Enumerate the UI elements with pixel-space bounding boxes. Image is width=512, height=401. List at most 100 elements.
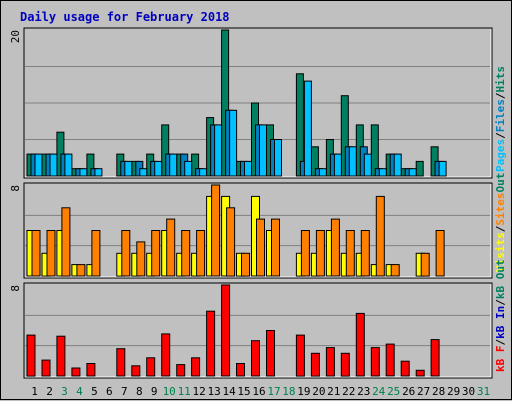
bar-sites-day-8 <box>136 241 146 277</box>
bar-kb-f-day-11 <box>176 364 186 377</box>
panel-visits_sites: 8 Visits/SitesOut <box>9 173 507 279</box>
panel-kbytes: 8kB F/kB In/kB Out <box>9 259 507 379</box>
x-tick-label: 11 <box>178 385 191 398</box>
bar-kb-f-day-21 <box>325 347 335 377</box>
x-tick-label: 15 <box>237 385 250 398</box>
x-tick-label: 5 <box>91 385 98 398</box>
x-tick-label: 4 <box>76 385 83 398</box>
y-max-label: 8 <box>9 185 22 192</box>
x-tick-label: 19 <box>297 385 310 398</box>
legend-part: kB Out <box>494 259 507 299</box>
bar-pages-day-14 <box>229 109 238 177</box>
bar-kb-f-day-14 <box>221 284 231 377</box>
bar-sites-day-10 <box>166 218 176 277</box>
x-tick-label: 1 <box>31 385 38 398</box>
x-tick-label: 6 <box>106 385 113 398</box>
bar-pages-day-15 <box>244 160 252 177</box>
bar-pages-day-5 <box>94 168 103 177</box>
x-tick-label: 29 <box>447 385 460 398</box>
x-axis-labels: 1 2 3 4 5 6 7 8 9 10 11 12 13 14 15 16 17 18 19 20 21 22 23 24 2… <box>31 385 490 398</box>
bar-pages-day-11 <box>184 160 193 177</box>
x-tick-label: 24 <box>372 385 386 398</box>
x-tick-label: 30 <box>462 385 475 398</box>
x-tick-label: 25 <box>387 385 400 398</box>
x-tick-label: 26 <box>402 385 415 398</box>
bar-pages-day-12 <box>199 168 208 177</box>
bar-kb-f-day-8 <box>131 365 141 377</box>
bar-hits-day-19 <box>295 73 304 177</box>
bar-kb-f-day-1 <box>26 334 36 377</box>
bar-kb-f-day-12 <box>191 357 201 377</box>
legend-part: / <box>494 92 507 99</box>
bar-kb-f-day-10 <box>161 333 171 377</box>
bar-sites-day-4 <box>76 264 86 277</box>
x-tick-label: 3 <box>61 385 68 398</box>
x-tick-label: 21 <box>327 385 340 398</box>
bar-kb-f-day-24 <box>370 347 380 377</box>
legend-part: Files <box>494 99 507 132</box>
bar-sites-day-23 <box>360 230 370 277</box>
x-tick-label: 16 <box>252 385 265 398</box>
bar-kb-f-day-13 <box>206 310 216 377</box>
bar-pages-day-9 <box>154 160 163 177</box>
bar-pages-day-1 <box>34 153 43 177</box>
bar-pages-day-24 <box>378 168 387 177</box>
legend-part: Visits <box>494 232 507 272</box>
series-legend-label: Pages/Files/Hits <box>494 66 507 172</box>
bar-sites-day-22 <box>345 230 355 277</box>
bar-kb-f-day-19 <box>295 334 305 377</box>
bar-sites-day-17 <box>271 218 280 277</box>
x-tick-label: 7 <box>121 385 128 398</box>
bar-pages-day-22 <box>348 146 357 177</box>
bar-sites-day-24 <box>375 195 385 277</box>
bar-sites-day-25 <box>390 264 400 277</box>
x-tick-label: 12 <box>192 385 205 398</box>
legend-part: Sites <box>494 193 507 226</box>
bar-pages-day-8 <box>139 168 148 177</box>
bar-kb-f-day-17 <box>266 330 275 377</box>
bar-sites-day-28 <box>435 230 445 277</box>
x-tick-label: 27 <box>417 385 430 398</box>
bar-kb-f-day-4 <box>71 367 81 377</box>
x-tick-label: 18 <box>282 385 295 398</box>
x-tick-label: 22 <box>342 385 355 398</box>
series-legend-label: Visits/SitesOut <box>494 173 507 272</box>
bar-kb-f-day-25 <box>385 343 395 377</box>
bar-kb-f-day-26 <box>400 360 410 377</box>
legend-part: kB F <box>494 346 507 373</box>
bar-pages-day-21 <box>333 153 342 177</box>
bar-pages-day-2 <box>49 153 58 177</box>
bar-kb-f-day-16 <box>251 340 260 377</box>
x-tick-label: 8 <box>136 385 143 398</box>
x-tick-label: 17 <box>267 385 280 398</box>
legend-part: / <box>494 339 507 346</box>
bar-sites-day-3 <box>61 207 71 277</box>
bar-pages-day-3 <box>64 153 73 177</box>
legend-part: / <box>494 132 507 139</box>
legend-part: / <box>494 299 507 306</box>
bar-kb-f-day-20 <box>310 352 320 377</box>
x-tick-label: 10 <box>163 385 176 398</box>
x-tick-label: 28 <box>432 385 445 398</box>
chart-title: Daily usage for February 2018 <box>20 10 230 24</box>
bar-pages-day-16 <box>259 124 267 177</box>
legend-part: / <box>494 225 507 232</box>
bar-kb-f-day-7 <box>116 348 126 377</box>
bar-sites-day-5 <box>91 230 101 277</box>
bar-pages-day-28 <box>438 160 447 177</box>
bar-pages-day-26 <box>408 168 417 177</box>
bar-kb-f-day-23 <box>355 312 365 377</box>
bar-sites-day-13 <box>211 184 221 277</box>
bar-sites-day-15 <box>241 252 250 277</box>
bar-pages-day-10 <box>169 153 178 177</box>
bar-sites-day-14 <box>226 207 236 277</box>
bar-pages-day-17 <box>274 139 282 177</box>
bar-pages-day-4 <box>79 168 88 177</box>
bar-sites-day-12 <box>196 230 206 277</box>
bar-sites-day-20 <box>315 230 325 277</box>
bar-kb-f-day-3 <box>56 335 66 377</box>
bar-sites-day-1 <box>31 230 41 277</box>
